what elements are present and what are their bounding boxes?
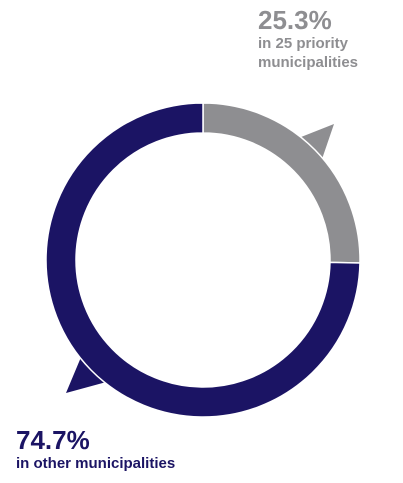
other-municipalities-label: 74.7% in other municipalities: [16, 426, 175, 473]
other-description: in other municipalities: [16, 455, 176, 472]
priority-municipalities-label: 25.3% in 25 priority municipalities: [258, 6, 358, 72]
other-callout-pointer: [66, 350, 110, 393]
priority-municipalities-slice: [202, 102, 361, 264]
other-municipalities-slice: [45, 102, 361, 418]
priority-percentage: 25.3%: [258, 5, 332, 35]
priority-description-line2: municipalities: [258, 54, 359, 71]
other-percentage: 74.7%: [16, 425, 90, 455]
priority-callout-pointer: [296, 124, 334, 162]
priority-description-line1: in 25 priority: [258, 35, 349, 52]
